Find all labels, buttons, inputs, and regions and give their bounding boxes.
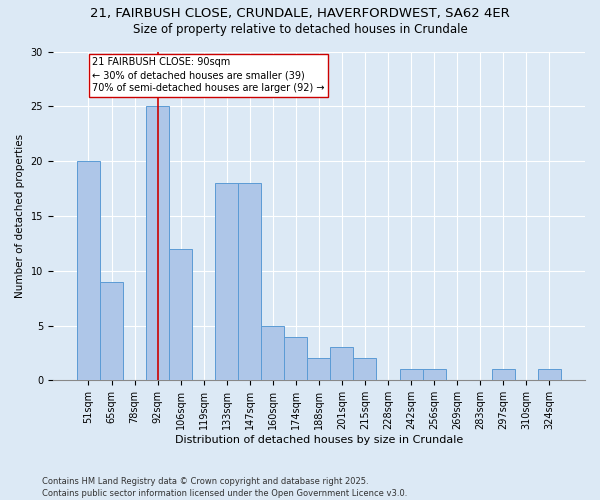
Bar <box>422 370 446 380</box>
Bar <box>284 336 307 380</box>
Y-axis label: Number of detached properties: Number of detached properties <box>15 134 25 298</box>
Bar <box>238 183 261 380</box>
Bar <box>491 370 515 380</box>
Bar <box>538 370 561 380</box>
Text: 21 FAIRBUSH CLOSE: 90sqm
← 30% of detached houses are smaller (39)
70% of semi-d: 21 FAIRBUSH CLOSE: 90sqm ← 30% of detach… <box>92 57 325 94</box>
Bar <box>400 370 422 380</box>
Bar <box>353 358 376 380</box>
Text: Size of property relative to detached houses in Crundale: Size of property relative to detached ho… <box>133 22 467 36</box>
Bar <box>77 161 100 380</box>
Bar <box>331 348 353 380</box>
X-axis label: Distribution of detached houses by size in Crundale: Distribution of detached houses by size … <box>175 435 463 445</box>
Text: Contains HM Land Registry data © Crown copyright and database right 2025.
Contai: Contains HM Land Registry data © Crown c… <box>42 476 407 498</box>
Bar <box>169 249 192 380</box>
Bar <box>215 183 238 380</box>
Bar <box>307 358 331 380</box>
Bar <box>100 282 123 380</box>
Bar <box>146 106 169 380</box>
Bar <box>261 326 284 380</box>
Text: 21, FAIRBUSH CLOSE, CRUNDALE, HAVERFORDWEST, SA62 4ER: 21, FAIRBUSH CLOSE, CRUNDALE, HAVERFORDW… <box>90 8 510 20</box>
